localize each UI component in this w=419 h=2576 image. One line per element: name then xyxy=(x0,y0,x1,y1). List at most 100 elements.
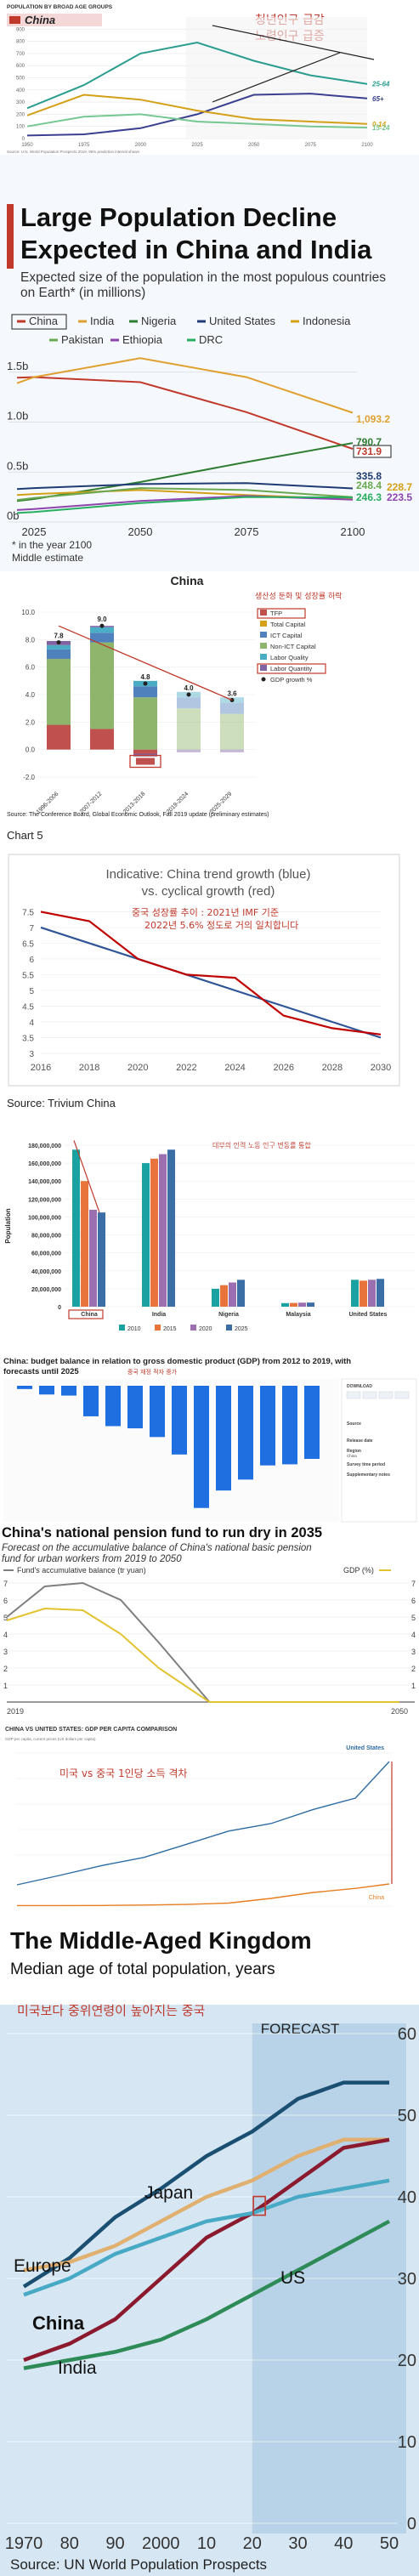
legend-highlight xyxy=(257,608,306,619)
source-note: Source: U.N. World Population Prospects … xyxy=(7,150,139,154)
y-tick-label: 60 xyxy=(398,2025,416,2044)
x-tick-label: 2050 xyxy=(128,525,153,538)
y-tick-label: 40 xyxy=(398,2188,416,2207)
bar xyxy=(127,1386,143,1429)
bar xyxy=(39,1386,54,1395)
side-field: Source xyxy=(347,1421,361,1427)
y-tick-label: 800 xyxy=(16,40,25,45)
y-tick-label: 300 xyxy=(16,100,25,105)
chart-title-line-1: China: budget balance in relation to gro… xyxy=(3,1357,351,1366)
legend-swatch xyxy=(260,632,267,638)
side-field: Release date xyxy=(347,1438,373,1444)
y-tick-label: 0b xyxy=(7,509,19,522)
panel-labor-population: 대부의 인력 노동 인구 변동률 통합 0 20,000,000 40,000,000… xyxy=(0,1115,419,1353)
y-tick-label: 160,000,000 xyxy=(28,1161,61,1167)
chart-header: POPULATION BY BROAD AGE GROUPS xyxy=(7,4,113,10)
legend-swatch xyxy=(260,621,267,627)
side-panel xyxy=(341,1378,417,1523)
y-tick-label: 0.0 xyxy=(25,746,36,754)
chart-subtitle-line-2: fund for urban workers from 2019 to 2050 xyxy=(2,1554,182,1564)
legend-item: 2020 xyxy=(199,1326,212,1332)
y-tick-label: 4.0 xyxy=(25,691,36,699)
y-tick-label: 1.5b xyxy=(7,360,28,372)
y-tick-label: 0 xyxy=(407,2515,416,2533)
series-line xyxy=(16,1761,390,1886)
gdp-label: 4.0 xyxy=(184,684,194,692)
chart-title: CHINA VS UNITED STATES: GDP PER CAPITA C… xyxy=(5,1727,177,1733)
series-line-0-14 xyxy=(26,94,368,125)
bar xyxy=(229,1282,236,1307)
end-label-box xyxy=(353,445,392,458)
y-axis-label: Population xyxy=(4,1208,12,1243)
x-tick-label: 2100 xyxy=(341,525,365,538)
x-tick-label: 90 xyxy=(105,2534,124,2553)
y-tick-label: 20,000,000 xyxy=(31,1287,61,1293)
legend-item: Nigeria xyxy=(141,315,177,327)
series-line xyxy=(23,2137,389,2272)
x-tick-label: 2050 xyxy=(391,1707,408,1716)
gdp-point xyxy=(186,692,191,697)
series-line xyxy=(23,2137,390,2363)
chart-pension-fund: China's national pension fund to run dry… xyxy=(2,1525,416,1716)
source-note: Source: The Conference Board, Global Eco… xyxy=(7,812,269,818)
end-label: 731.9 xyxy=(356,445,382,457)
series-line-trend xyxy=(40,926,382,1039)
gdp-point xyxy=(56,640,61,645)
y-tick-label-left: 3 xyxy=(3,1648,8,1656)
series-line-15-24 xyxy=(26,113,368,129)
series-line xyxy=(6,1581,399,1703)
series-line xyxy=(17,1883,390,1907)
chart-subtitle-line-1: Forecast on the accumulative balance of … xyxy=(2,1543,312,1553)
x-tick-label: 2000 xyxy=(142,2534,180,2553)
legend-item: GDP growth % xyxy=(270,676,313,684)
y-tick-label: 6 xyxy=(29,956,34,965)
forecast-label: FORECAST xyxy=(261,2021,340,2037)
chart-title: China xyxy=(171,574,204,587)
gdp-point xyxy=(143,681,148,686)
x-tick-label: 1975 xyxy=(78,143,90,148)
legend-swatch xyxy=(260,610,267,616)
note-kr: 미국 vs 중국 1인당 소득 격차 xyxy=(59,1767,187,1779)
side-field: Survey time period xyxy=(347,1462,385,1467)
bar xyxy=(304,1386,320,1459)
series-line-Nigeria xyxy=(16,442,354,502)
x-tick-label: 2026 xyxy=(273,1063,293,1073)
download-icon-button xyxy=(378,1391,394,1399)
panel-median-age: The Middle-Aged Kingdom Median age of tot… xyxy=(0,1923,419,2576)
bar xyxy=(142,1163,150,1307)
legend-swatch xyxy=(261,677,266,682)
y-tick-label: 40,000,000 xyxy=(31,1269,61,1275)
note-kr: 중국 재정 적자 중가 xyxy=(127,1368,178,1376)
y-tick-label: 7.5 xyxy=(22,908,34,917)
x-tick-label: 2100 xyxy=(361,143,373,148)
y-tick-label: 180,000,000 xyxy=(28,1143,61,1149)
chart-title-1: Large Population Decline xyxy=(20,202,337,232)
series-line xyxy=(6,1607,399,1703)
end-label: 1,093.2 xyxy=(356,413,390,425)
trend-arrow xyxy=(58,625,233,701)
x-tick-label: 2022 xyxy=(176,1063,196,1073)
legend-item: Non-ICT Capital xyxy=(270,643,316,650)
y-tick-label: 0 xyxy=(58,1305,61,1311)
download-icon-button xyxy=(394,1391,410,1399)
gdp-point xyxy=(99,623,105,628)
legend-highlight-box xyxy=(11,314,67,330)
x-tick-label: 50 xyxy=(380,2534,399,2553)
bar xyxy=(307,1302,314,1307)
series-label: Japan xyxy=(144,2183,193,2203)
y-tick-label: 60,000,000 xyxy=(31,1251,61,1257)
bar-segment xyxy=(90,627,114,633)
source-note: Source: Trivium China xyxy=(7,1097,116,1109)
x-tick-label: 2019 xyxy=(7,1707,24,1716)
panel-budget-balance: China: budget balance in relation to gro… xyxy=(0,1353,419,1523)
bar-segment xyxy=(220,713,244,750)
y-tick-label-right: 2 xyxy=(411,1665,416,1673)
x-tick-label: Nigeria xyxy=(218,1312,239,1318)
y-tick-label: 100,000,000 xyxy=(28,1215,61,1221)
x-tick-label: 2025 xyxy=(22,525,47,538)
x-tick-label: 1950 xyxy=(21,143,33,148)
y-tick-label: 1.0b xyxy=(7,410,28,423)
legend-item: Total Capital xyxy=(270,621,306,628)
y-tick-label: 120,000,000 xyxy=(28,1197,61,1203)
bar-segment xyxy=(220,702,244,714)
